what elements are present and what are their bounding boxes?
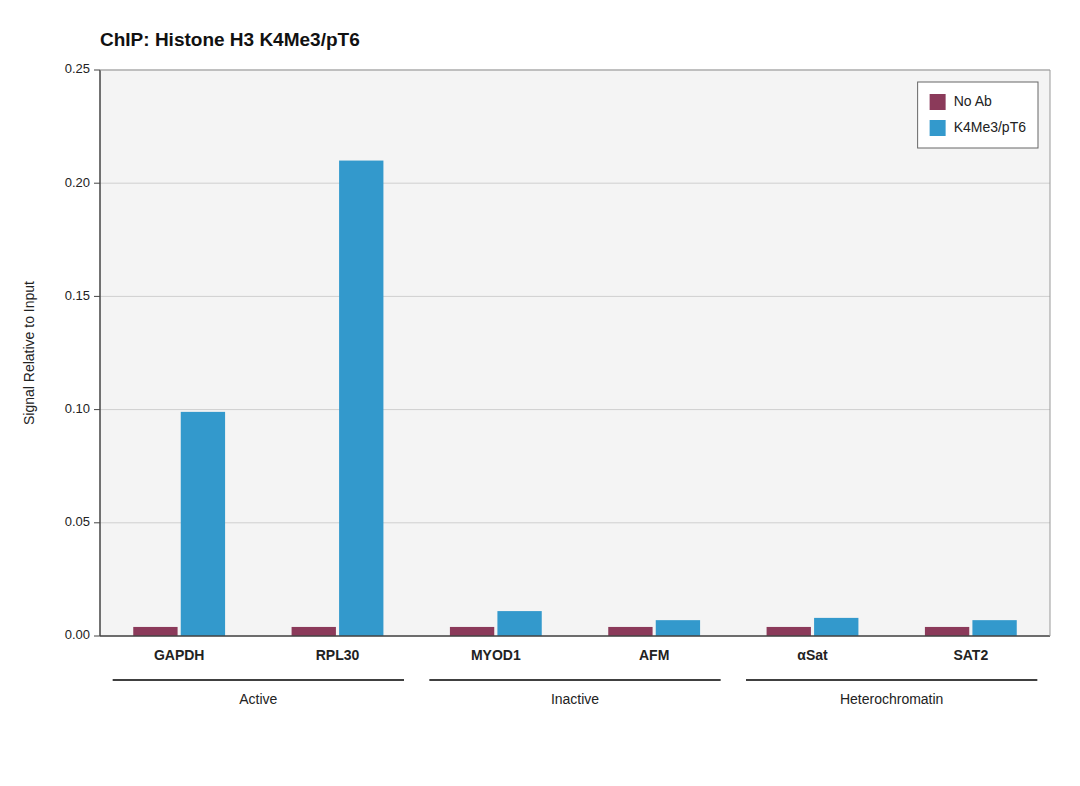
group-underline — [113, 679, 404, 681]
bar — [925, 627, 969, 636]
x-axis-line — [100, 635, 1050, 637]
bar — [814, 618, 858, 636]
y-tick — [94, 183, 100, 184]
bar — [497, 611, 541, 636]
bar — [656, 620, 700, 636]
y-tick — [94, 70, 100, 71]
x-tick-label: AFM — [639, 647, 669, 663]
y-axis-label: Signal Relative to Input — [21, 281, 37, 425]
legend-swatch — [930, 94, 946, 110]
y-tick — [94, 409, 100, 410]
y-tick-label: 0.15 — [65, 288, 90, 303]
x-tick-label: RPL30 — [316, 647, 360, 663]
group-underline — [746, 679, 1037, 681]
group-label: Inactive — [551, 691, 599, 707]
grid-line — [100, 296, 1050, 297]
y-tick-label: 0.05 — [65, 514, 90, 529]
grid-line — [100, 636, 1050, 637]
legend-frame — [918, 82, 1038, 148]
bar — [608, 627, 652, 636]
legend-label: K4Me3/pT6 — [954, 119, 1027, 135]
y-tick-label: 0.10 — [65, 401, 90, 416]
group-underline — [429, 679, 720, 681]
bar — [972, 620, 1016, 636]
group-label: Heterochromatin — [840, 691, 944, 707]
bar — [133, 627, 177, 636]
grid-line — [100, 70, 1050, 71]
x-tick-label: GAPDH — [154, 647, 205, 663]
chart-title: ChIP: Histone H3 K4Me3/pT6 — [100, 29, 360, 50]
bar — [767, 627, 811, 636]
plot-frame — [100, 70, 1050, 71]
y-tick — [94, 636, 100, 637]
grid-line — [100, 522, 1050, 523]
plot-background — [100, 70, 1050, 636]
bar — [292, 627, 336, 636]
bar — [181, 412, 225, 636]
y-tick-label: 0.00 — [65, 627, 90, 642]
y-tick-label: 0.25 — [65, 61, 90, 76]
legend-label: No Ab — [954, 93, 992, 109]
chart-container: 0.00 0.05 0.10 0.15 0.20 0.25 GAPDH RPL30 MYOD1 A… — [0, 0, 1080, 786]
bar — [450, 627, 494, 636]
legend: No Ab K4Me3/pT6 — [918, 82, 1038, 148]
bar — [339, 161, 383, 636]
y-axis-line — [99, 70, 101, 636]
y-tick-label: 0.20 — [65, 175, 90, 190]
x-tick-label: αSat — [797, 647, 828, 663]
grid-line — [100, 409, 1050, 410]
group-label: Active — [239, 691, 277, 707]
plot-frame — [1050, 70, 1051, 636]
chart-svg: 0.00 0.05 0.10 0.15 0.20 0.25 GAPDH RPL30 MYOD1 A… — [0, 0, 1080, 786]
grid-line — [100, 183, 1050, 184]
x-tick-label: SAT2 — [953, 647, 988, 663]
x-tick-label: MYOD1 — [471, 647, 521, 663]
y-tick — [94, 522, 100, 523]
y-tick — [94, 296, 100, 297]
bars — [133, 161, 1017, 636]
legend-swatch — [930, 120, 946, 136]
